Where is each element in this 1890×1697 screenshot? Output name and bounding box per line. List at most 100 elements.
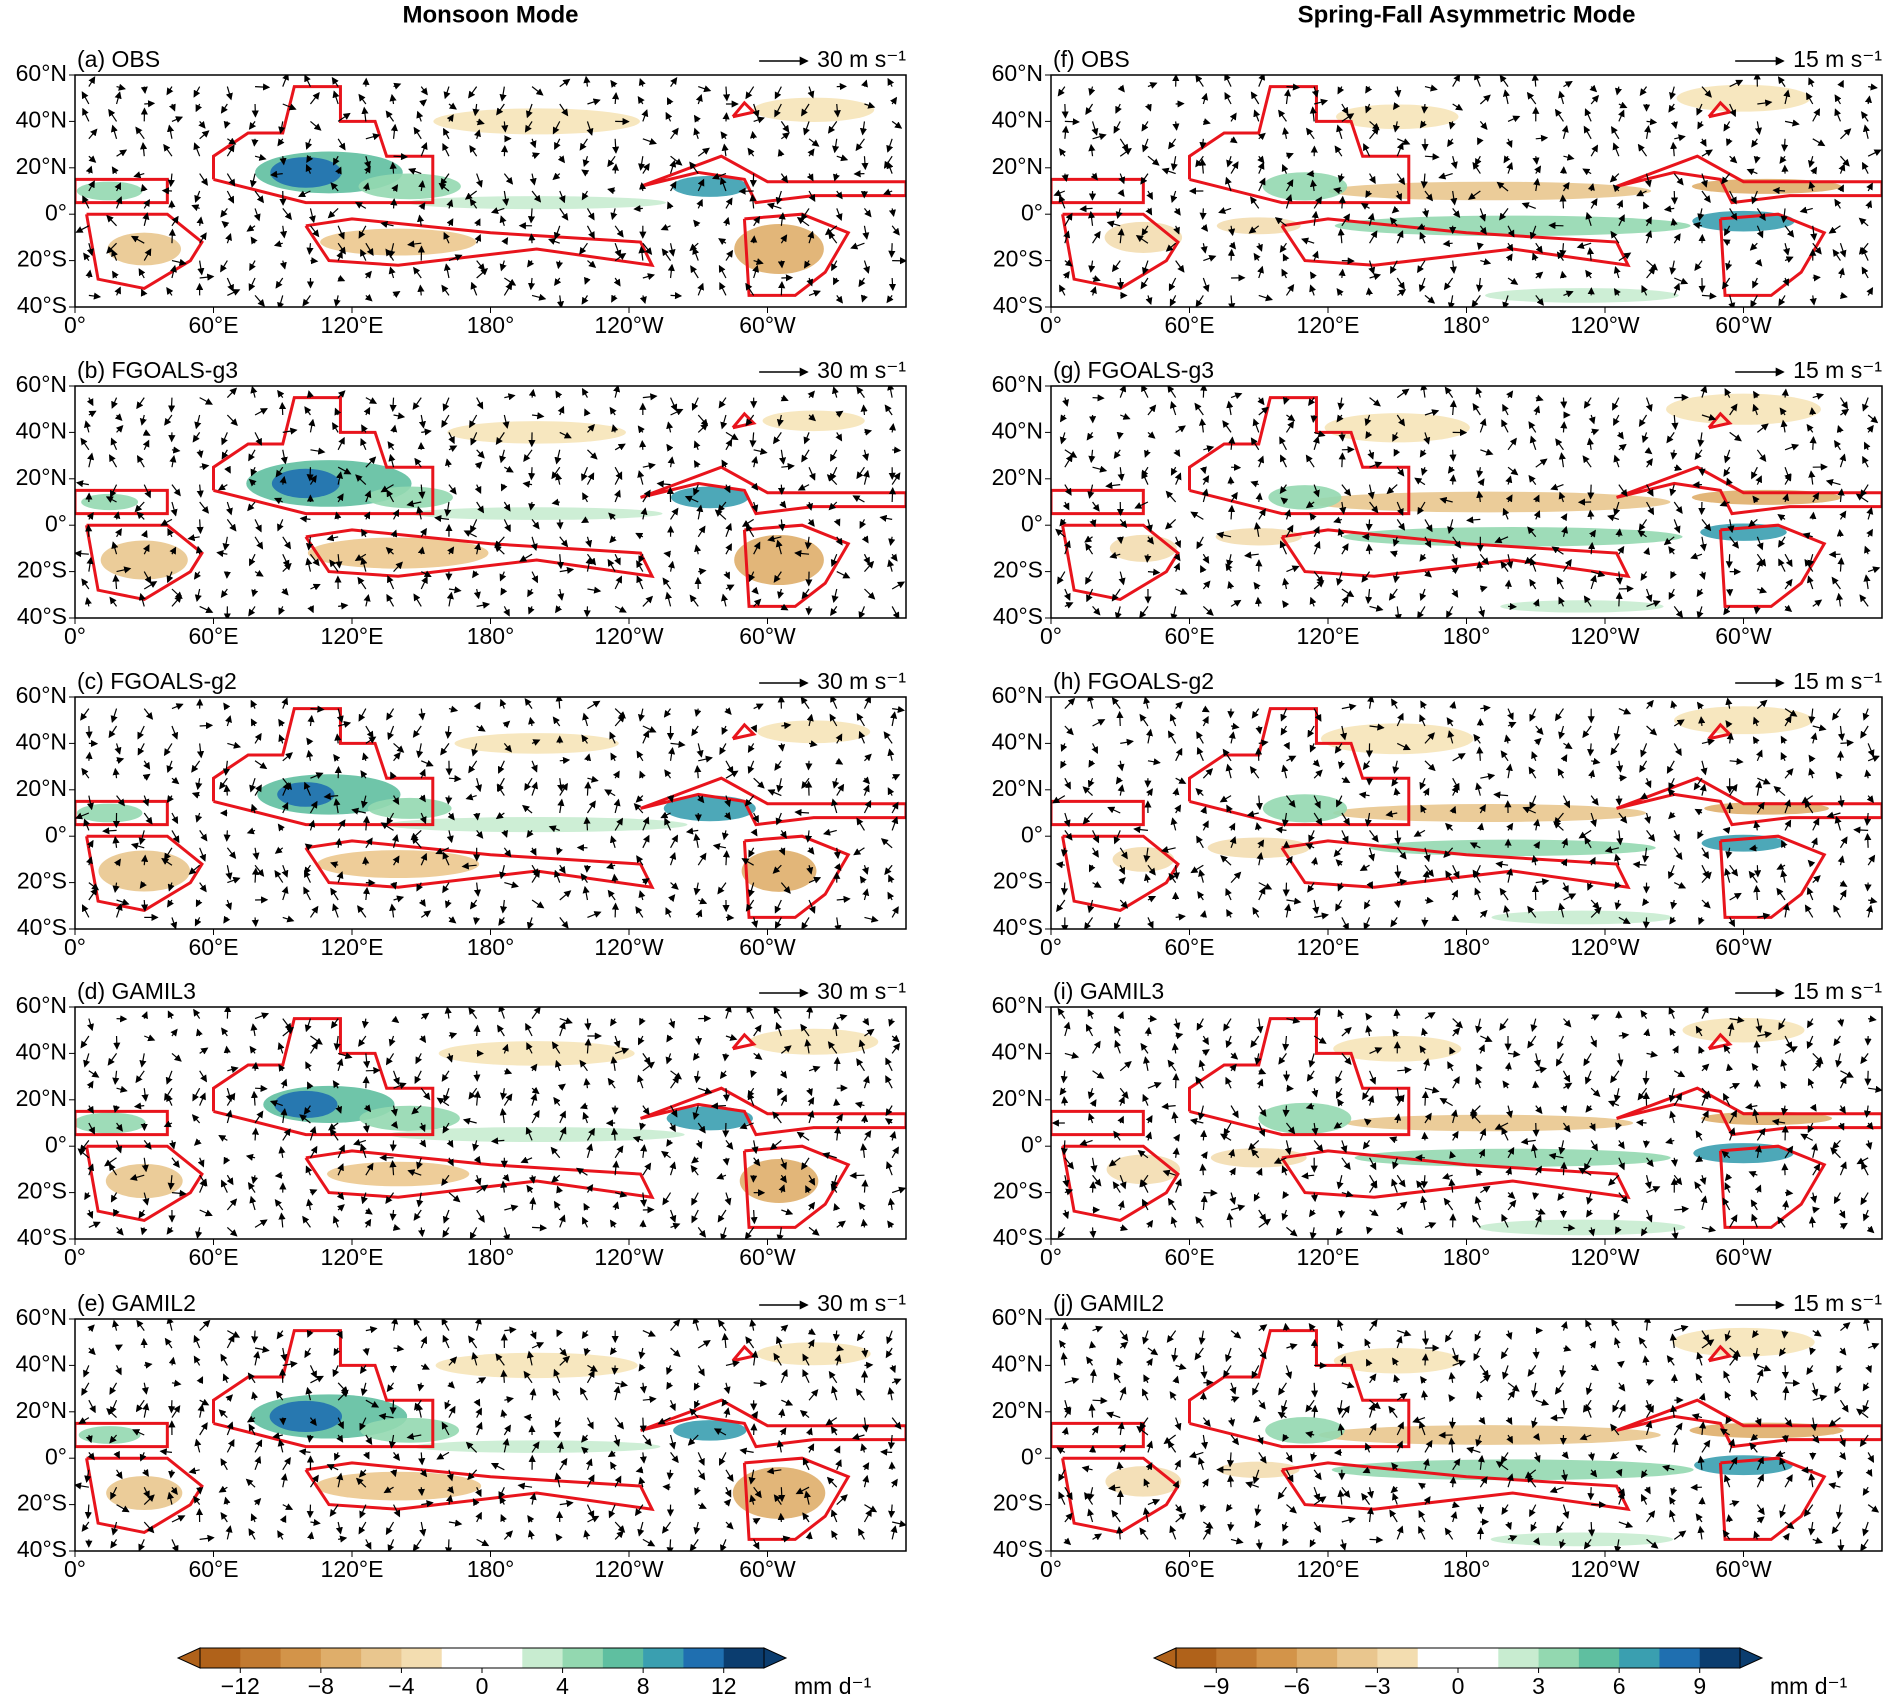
y-tick-label: 40°N bbox=[992, 1038, 1043, 1064]
wind-vector bbox=[1337, 228, 1345, 244]
wind-vector bbox=[1196, 835, 1204, 849]
colorbar-tick-label: 3 bbox=[1532, 1673, 1545, 1697]
map-panel: 0° 60°E 120°E 180° 120°W 60°W60°N40°N20°N0°20… bbox=[16, 978, 907, 1270]
wind-vector bbox=[891, 774, 901, 781]
wind-vector bbox=[1390, 917, 1398, 928]
wind-vector bbox=[441, 1319, 450, 1331]
wind-vector bbox=[112, 836, 120, 848]
reference-vector-label: 30 m s⁻¹ bbox=[817, 1290, 906, 1316]
wind-vector bbox=[833, 1126, 842, 1141]
wind-vector bbox=[1588, 414, 1596, 425]
wind-vector bbox=[1308, 1209, 1317, 1218]
wind-vector bbox=[380, 484, 394, 493]
wind-vector bbox=[193, 86, 201, 98]
wind-vector bbox=[1424, 1012, 1436, 1020]
wind-vector bbox=[1105, 481, 1121, 490]
wind-vector bbox=[1230, 1204, 1246, 1212]
wind-vector bbox=[309, 1041, 319, 1054]
wind-vector bbox=[1837, 855, 1845, 866]
wind-vector bbox=[1059, 414, 1067, 423]
wind-vector bbox=[1202, 580, 1211, 590]
wind-vector bbox=[1499, 75, 1509, 87]
wind-vector bbox=[613, 1035, 621, 1049]
wind-vector bbox=[607, 889, 616, 901]
wind-vector bbox=[670, 127, 679, 140]
wind-vector bbox=[171, 1052, 182, 1062]
wind-vector bbox=[1645, 1209, 1653, 1223]
monsoon-domain bbox=[75, 177, 169, 205]
wind-vector bbox=[1748, 870, 1758, 883]
wind-vector bbox=[712, 843, 727, 851]
wind-vector bbox=[1301, 1172, 1315, 1180]
wind-vector bbox=[666, 1034, 674, 1043]
wind-vector bbox=[274, 869, 284, 883]
wind-vector bbox=[696, 743, 704, 758]
wind-vector bbox=[417, 1382, 425, 1392]
wind-vector bbox=[1561, 1451, 1569, 1460]
wind-vector bbox=[476, 1377, 487, 1384]
wind-vector bbox=[110, 437, 118, 451]
wind-vector bbox=[167, 882, 175, 892]
wind-vector bbox=[1781, 388, 1789, 398]
wind-vector bbox=[392, 795, 400, 805]
wind-vector bbox=[1563, 80, 1573, 88]
wind-vector bbox=[1417, 260, 1426, 274]
wind-vector bbox=[887, 77, 895, 87]
wind-vector bbox=[195, 778, 203, 791]
wind-vector bbox=[861, 156, 869, 171]
wind-vector bbox=[1309, 271, 1317, 280]
wind-vector bbox=[333, 155, 340, 166]
wind-vector bbox=[1700, 1195, 1708, 1211]
wind-vector bbox=[220, 1512, 228, 1523]
wind-vector bbox=[1397, 138, 1411, 145]
wind-vector bbox=[864, 1361, 874, 1369]
wind-vector bbox=[668, 243, 676, 257]
wind-vector bbox=[1313, 540, 1321, 555]
wind-vector bbox=[725, 1140, 734, 1150]
wind-vector bbox=[1335, 1070, 1343, 1085]
wind-vector bbox=[529, 1330, 537, 1340]
wind-vector bbox=[1696, 1351, 1704, 1366]
wind-vector bbox=[307, 605, 314, 614]
wind-vector bbox=[504, 1067, 513, 1075]
wind-vector bbox=[806, 277, 814, 287]
wind-vector bbox=[1254, 822, 1262, 831]
wind-vector bbox=[581, 169, 590, 177]
wind-vector bbox=[138, 592, 146, 607]
wind-vector bbox=[860, 1218, 868, 1228]
wind-vector bbox=[805, 760, 813, 771]
wind-vector bbox=[1449, 474, 1457, 485]
wind-vector bbox=[501, 121, 509, 133]
wind-vector bbox=[253, 208, 261, 222]
wind-vector bbox=[1452, 864, 1460, 879]
wind-vector bbox=[1335, 1227, 1344, 1236]
wind-vector bbox=[112, 574, 120, 590]
wind-vector bbox=[417, 546, 425, 555]
wind-vector bbox=[470, 281, 478, 296]
wind-vector bbox=[1444, 386, 1454, 398]
wind-vector bbox=[112, 767, 120, 779]
wind-vector bbox=[556, 1185, 563, 1194]
wind-vector bbox=[807, 86, 815, 99]
y-tick-label: 40°S bbox=[17, 1536, 67, 1562]
wind-vector bbox=[476, 1209, 485, 1223]
wind-vector bbox=[530, 1093, 538, 1106]
wind-vector bbox=[891, 816, 899, 831]
wind-vector bbox=[1833, 904, 1841, 918]
wind-vector bbox=[361, 752, 369, 761]
wind-vector bbox=[1119, 147, 1132, 157]
wind-vector bbox=[667, 263, 675, 279]
x-tick-label: 180° bbox=[467, 1556, 515, 1582]
wind-vector bbox=[1784, 819, 1792, 831]
wind-vector bbox=[691, 1192, 699, 1206]
wind-vector bbox=[1673, 830, 1680, 842]
wind-vector bbox=[476, 118, 485, 126]
wind-vector bbox=[1505, 763, 1513, 779]
wind-vector bbox=[1866, 528, 1873, 538]
wind-vector bbox=[1175, 260, 1185, 273]
wind-vector bbox=[1230, 1330, 1242, 1339]
wind-vector bbox=[1113, 1372, 1121, 1384]
wind-vector bbox=[419, 99, 428, 107]
wind-vector bbox=[497, 760, 505, 774]
wind-vector bbox=[138, 1539, 145, 1551]
